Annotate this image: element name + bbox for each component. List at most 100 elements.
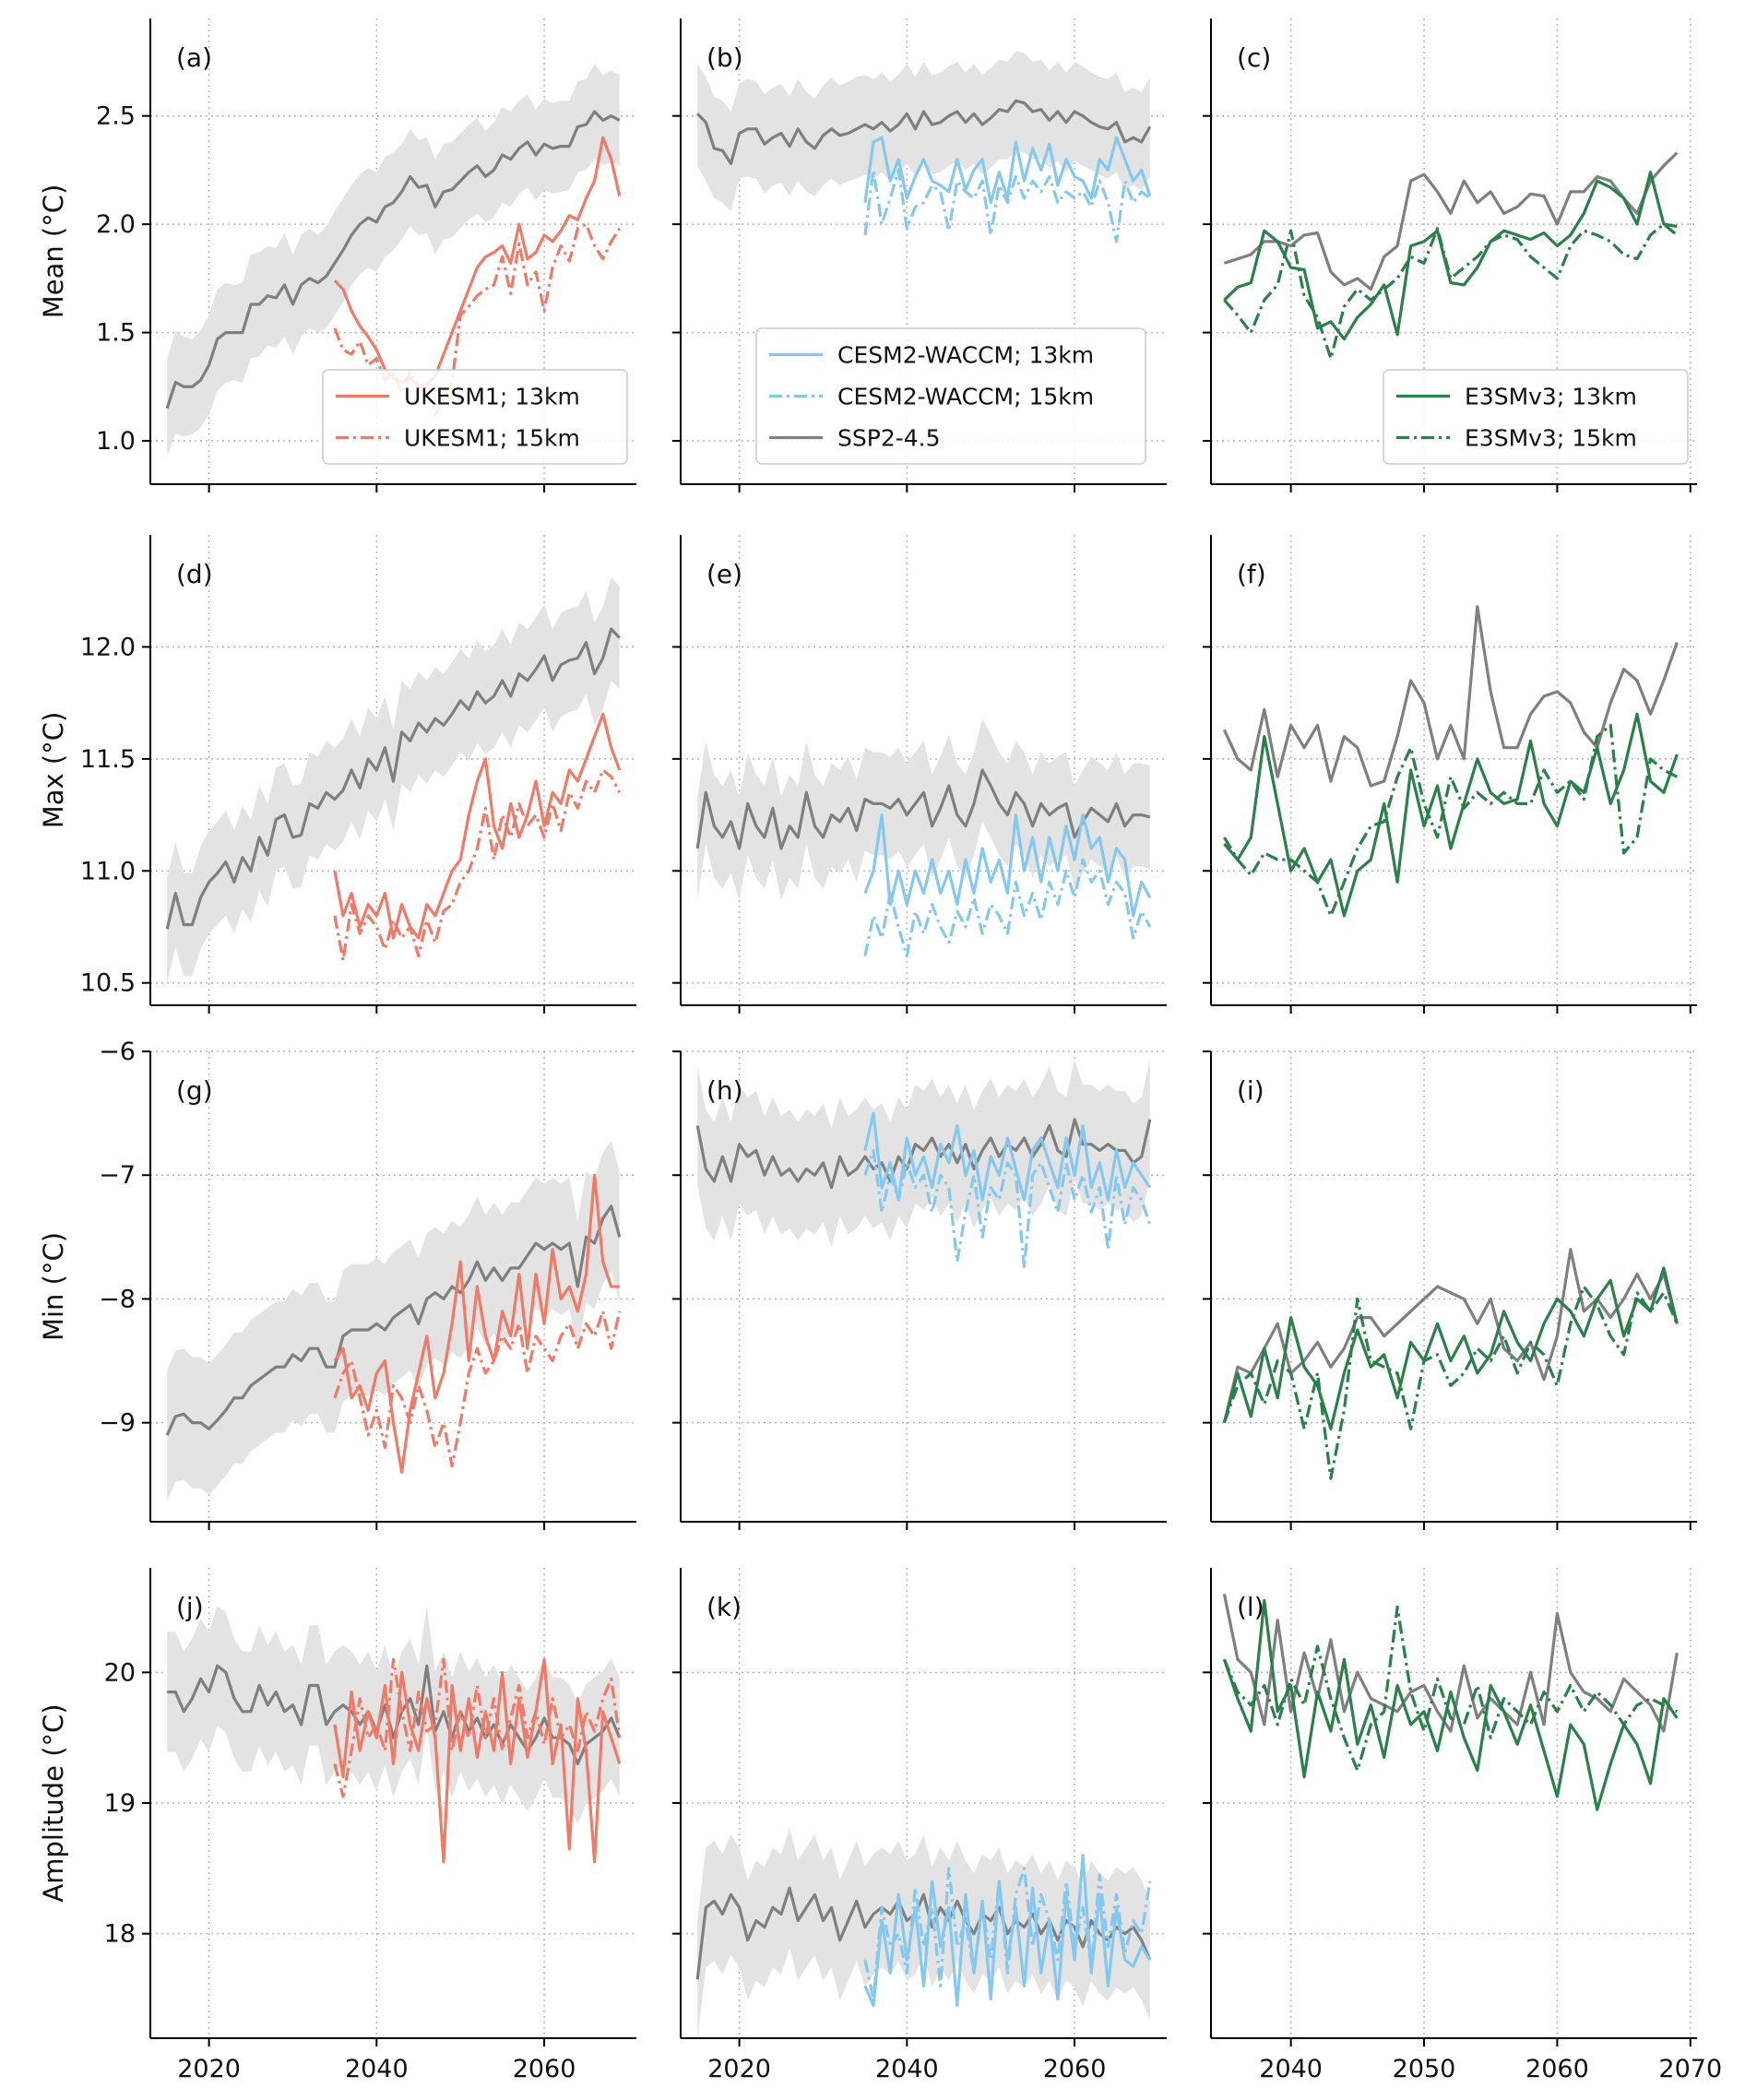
series-line-13km <box>1223 712 1679 918</box>
ssp245-spread-band <box>167 64 620 457</box>
y-axis-label: Amplitude (°C) <box>38 1703 69 1902</box>
legend-box <box>755 327 1146 465</box>
x-tick-label: 2060 <box>513 2055 576 2083</box>
ssp245-line <box>167 1664 622 1766</box>
panel-j: 2020 2040 2060 18 19 20 Amplitude (°C) (j) <box>38 1568 636 2083</box>
ssp245-spread-band <box>697 718 1150 900</box>
legend: UKESM1; 13km UKESM1; 15km <box>322 369 628 465</box>
y-tick-label: −8 <box>99 1285 136 1313</box>
legend-label: SSP2-4.5 <box>837 425 941 452</box>
ssp245-line <box>1222 605 1679 788</box>
ssp245-spread-band <box>167 1140 620 1501</box>
series-line-15km <box>863 858 1152 958</box>
y-tick-label: 1.5 <box>96 319 136 348</box>
series-line-13km <box>1222 1598 1679 1811</box>
ssp245-line <box>696 99 1152 165</box>
legend-label: E3SMv3; 13km <box>1465 384 1637 410</box>
y-tick-label: 1.0 <box>96 427 136 456</box>
panel-label: (a) <box>176 42 212 73</box>
panel-label: (c) <box>1237 42 1271 73</box>
y-tick-label: 11.0 <box>80 857 136 885</box>
series-line-13km <box>333 136 622 388</box>
panel-c: (c) E3SMv3; 13km E3SMv3; 15km <box>1203 18 1697 492</box>
legend-box <box>322 369 628 465</box>
ssp245-spread-band <box>697 51 1150 212</box>
ssp245-line <box>165 627 621 930</box>
x-tick-label: 2020 <box>177 2055 241 2083</box>
panel-label: (l) <box>1237 1592 1264 1622</box>
ssp245-line <box>165 1204 622 1436</box>
x-tick-label: 2020 <box>707 2055 771 2083</box>
y-axis-label: Min (°C) <box>38 1232 69 1341</box>
legend-label: UKESM1; 13km <box>404 384 580 410</box>
panel-k: 2020 2040 2060 (k) <box>672 1568 1167 2083</box>
x-tick-label: 2040 <box>345 2055 409 2083</box>
series-line-15km <box>333 1657 622 1798</box>
x-tick-label: 2040 <box>875 2055 939 2083</box>
y-tick-label: −6 <box>99 1038 136 1066</box>
y-axis-label: Max (°C) <box>38 712 69 829</box>
panel-a: 1.0 1.5 2.0 2.5 Mean (°C) (a) UKESM1; 13kmUKES… <box>38 18 636 492</box>
x-tick-label: 2070 <box>1658 2055 1722 2083</box>
x-tick-label: 2060 <box>1043 2055 1107 2083</box>
legend-box <box>1383 369 1689 465</box>
series-line-13km <box>863 1111 1152 1202</box>
panel-label: (j) <box>176 1592 204 1622</box>
panel-label: (d) <box>176 559 213 589</box>
y-tick-label: 20 <box>104 1658 136 1687</box>
ssp245-line <box>1223 151 1679 291</box>
legend: E3SMv3; 13km E3SMv3; 15km <box>1383 369 1689 465</box>
y-tick-label: 12.0 <box>80 633 136 661</box>
y-axis-label: Mean (°C) <box>38 184 69 319</box>
panel-label: (i) <box>1237 1075 1264 1106</box>
panel-d: 10.5 11.0 11.5 12.0 Max (°C) (d) <box>38 535 636 1014</box>
ssp245-line <box>165 110 621 409</box>
panel-label: (b) <box>706 42 743 73</box>
series-line-13km <box>1222 1266 1679 1430</box>
ssp245-line <box>695 1118 1152 1190</box>
x-tick-label: 2040 <box>1259 2055 1323 2083</box>
series-line-15km <box>333 768 622 962</box>
series-line-15km <box>863 1867 1152 2001</box>
y-tick-label: 19 <box>104 1789 136 1818</box>
x-tick-label: 2060 <box>1525 2055 1589 2083</box>
series-line-13km <box>863 813 1152 918</box>
ssp245-line <box>1222 1593 1679 1733</box>
panel-g: −9 −8 −7 −6 Min (°C) (g) <box>38 1038 636 1530</box>
series-line-15km <box>863 1148 1152 1270</box>
series-line-15km <box>333 1310 622 1468</box>
series-line-13km <box>1223 171 1678 341</box>
y-tick-label: 11.5 <box>80 745 136 774</box>
panel-h: (h) <box>672 1050 1167 1530</box>
panel-f: (f) <box>1203 535 1697 1014</box>
panel-label: (k) <box>706 1592 742 1622</box>
series-line-13km <box>863 136 1152 205</box>
series-line-15km <box>333 222 622 417</box>
ssp245-line <box>695 768 1151 850</box>
panel-label: (f) <box>1237 559 1266 589</box>
ssp245-spread-band <box>697 1060 1150 1248</box>
y-tick-label: 10.5 <box>80 969 136 998</box>
x-tick-label: 2050 <box>1393 2055 1456 2083</box>
series-line-15km <box>863 168 1151 243</box>
y-tick-label: 2.0 <box>96 210 136 239</box>
panel-label: (e) <box>706 559 742 589</box>
legend-label: CESM2-WACCM; 15km <box>837 384 1094 410</box>
panel-b: (b) CESM2-WACCM; 13km CESM2-WACCM; 15km SSP… <box>672 18 1167 492</box>
panel-l: 2040 2050 2060 2070 (l) <box>1203 1568 1722 2083</box>
y-tick-label: 18 <box>104 1920 136 1949</box>
series-line-15km <box>1223 723 1679 918</box>
legend: CESM2-WACCM; 13km CESM2-WACCM; 15km SSP2-4… <box>755 327 1146 465</box>
legend-label: E3SMv3; 15km <box>1465 425 1637 452</box>
y-tick-label: 2.5 <box>96 102 136 131</box>
series-line-13km <box>333 1173 620 1474</box>
series-line-15km <box>1223 222 1679 361</box>
series-line-13km <box>333 712 622 940</box>
series-line-15km <box>1222 1285 1679 1480</box>
series-line-13km <box>333 1657 622 1864</box>
legend-label: CESM2-WACCM; 13km <box>837 342 1094 369</box>
ssp245-spread-band <box>697 1827 1150 2040</box>
y-tick-label: −9 <box>99 1409 136 1438</box>
panel-e: (e) <box>672 535 1167 1014</box>
